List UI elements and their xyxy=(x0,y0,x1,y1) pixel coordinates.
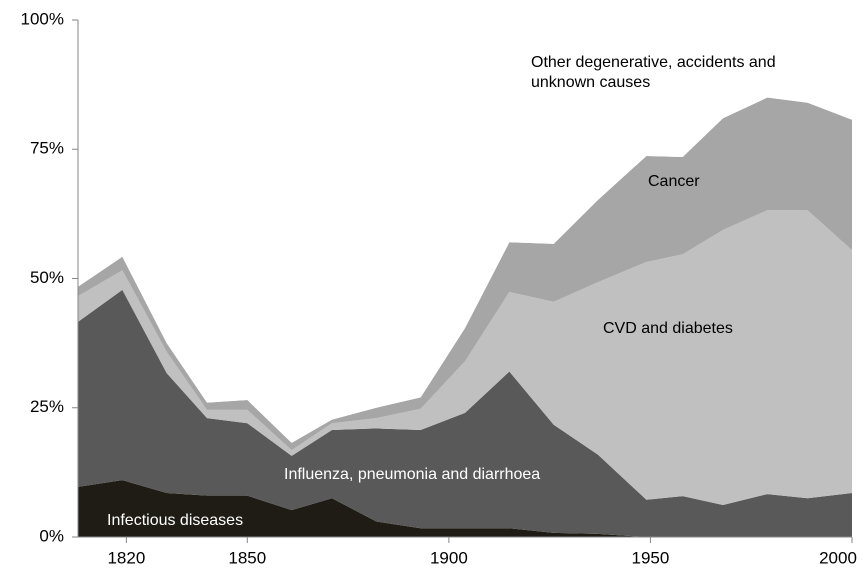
series-label: Influenza, pneumonia and diarrhoea xyxy=(284,466,541,483)
area xyxy=(78,480,852,537)
series-label: Infectious diseases xyxy=(107,512,244,529)
y-tick-label: 25% xyxy=(30,397,64,416)
area xyxy=(78,289,852,537)
y-tick-label: 75% xyxy=(30,139,64,158)
area xyxy=(78,210,852,505)
x-tick-label: 1950 xyxy=(632,548,670,567)
series-label: Other degenerative, accidents and unknow… xyxy=(531,54,776,91)
x-tick-label: 1850 xyxy=(228,548,266,567)
y-tick-label: 0% xyxy=(39,526,64,545)
area xyxy=(78,20,852,443)
x-tick-label: 2000 xyxy=(819,548,857,567)
area xyxy=(78,97,852,451)
y-tick-label: 50% xyxy=(30,268,64,287)
series-label: Cancer xyxy=(648,173,700,190)
series-label: CVD and diabetes xyxy=(603,320,733,337)
y-tick-label: 100% xyxy=(21,9,64,28)
x-tick-label: 1820 xyxy=(107,548,145,567)
x-tick-label: 1900 xyxy=(430,548,468,567)
